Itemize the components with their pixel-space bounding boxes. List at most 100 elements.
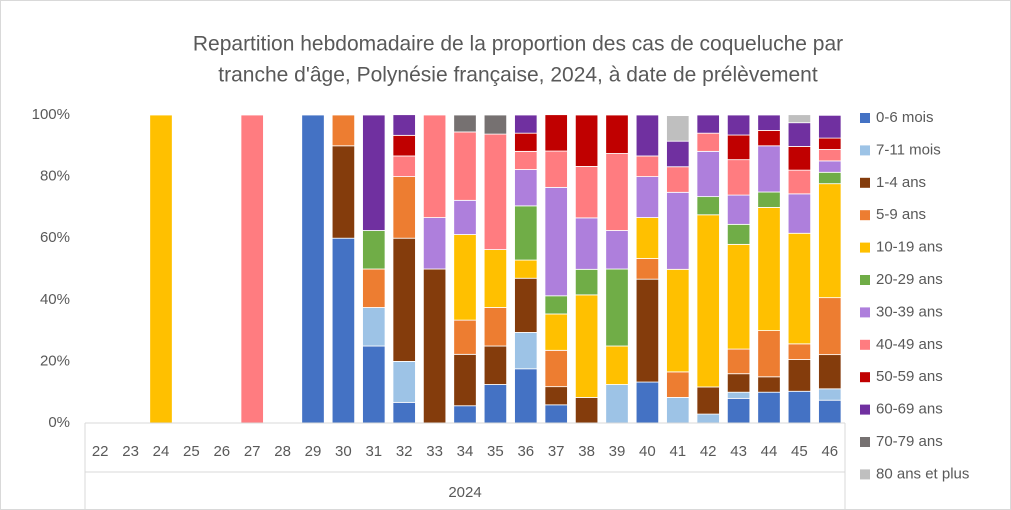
bar-segment <box>726 114 751 136</box>
y-tick-label: 0% <box>48 414 70 431</box>
bar-segment <box>544 186 568 297</box>
legend-label: 20-29 ans <box>876 271 943 288</box>
bar-segment <box>240 114 264 424</box>
bar-segment <box>635 217 660 259</box>
bar-segment <box>514 150 538 170</box>
bar-segment <box>818 171 842 185</box>
bar-segment <box>696 114 720 134</box>
bar-segment <box>149 114 173 424</box>
bar-segment <box>544 404 568 424</box>
x-tick-label: 37 <box>548 443 565 460</box>
bar-segment <box>362 230 386 270</box>
bar-segment <box>605 384 629 424</box>
bar-segment <box>453 405 477 424</box>
x-group-label: 2024 <box>448 484 481 501</box>
bar-segment <box>787 122 812 147</box>
bar-segment <box>514 368 538 424</box>
x-tick-label: 26 <box>213 443 230 460</box>
bar-segment <box>818 388 842 401</box>
x-tick-label: 35 <box>487 443 504 460</box>
bar-segment <box>544 114 568 152</box>
x-tick-label: 42 <box>700 443 717 460</box>
bar-segment <box>635 155 660 178</box>
bar-segment <box>331 145 356 239</box>
bar-segment <box>483 249 508 308</box>
bar-segment <box>514 114 538 134</box>
bar-segment <box>787 169 812 195</box>
bar-segment <box>574 114 599 167</box>
bar-segment <box>726 391 751 399</box>
bar-segment <box>635 278 660 383</box>
bar-segment <box>483 114 508 135</box>
bar-segment <box>757 330 781 378</box>
bar-segment <box>483 384 508 424</box>
x-tick-label: 28 <box>274 443 291 460</box>
bar-segment <box>422 268 447 424</box>
bar-segment <box>726 348 751 375</box>
legend-label: 7-11 mois <box>876 141 941 158</box>
bar-segment <box>666 371 690 398</box>
bar-segment <box>757 129 781 147</box>
bar-segment <box>574 217 599 270</box>
bar-segment <box>514 205 538 261</box>
bar-segment <box>726 397 751 424</box>
bar-segment <box>696 386 720 415</box>
legend-label: 50-59 ans <box>876 368 943 385</box>
x-tick-label: 41 <box>669 443 686 460</box>
bar-segment <box>514 332 538 370</box>
x-tick-label: 29 <box>305 443 322 460</box>
bar-segment <box>787 343 812 360</box>
x-tick-label: 44 <box>761 443 778 460</box>
x-tick-label: 24 <box>153 443 170 460</box>
x-tick-label: 43 <box>730 443 747 460</box>
bar-segment <box>696 214 720 388</box>
x-tick-label: 40 <box>639 443 656 460</box>
bar-segment <box>666 140 690 168</box>
x-tick-label: 27 <box>244 443 261 460</box>
legend-swatch <box>860 469 870 480</box>
legend-swatch <box>860 307 870 318</box>
bar-segment <box>818 137 842 150</box>
bar-segment <box>726 373 751 393</box>
x-tick-label: 33 <box>426 443 443 460</box>
bar-segment <box>605 345 629 385</box>
bar-segment <box>362 345 386 424</box>
bar-segment <box>757 206 781 331</box>
bar-segment <box>605 153 629 231</box>
bar-segment <box>392 155 416 178</box>
legend-swatch <box>860 210 870 221</box>
x-tick-label: 38 <box>578 443 595 460</box>
bar-segment <box>726 223 751 245</box>
bar-segment <box>453 114 477 133</box>
legend-label: 40-49 ans <box>876 336 943 353</box>
bar-segment <box>666 166 690 193</box>
bar-segment <box>514 132 538 152</box>
bar-segment <box>574 166 599 219</box>
bar-segment <box>392 134 416 157</box>
bar-segment <box>757 114 781 131</box>
legend-swatch <box>860 372 870 383</box>
bar-segment <box>483 133 508 250</box>
bar-segment <box>757 376 781 393</box>
y-tick-label: 20% <box>40 352 70 369</box>
bar-segment <box>757 391 781 424</box>
bar-segment <box>787 390 812 424</box>
bar-segment <box>392 114 416 136</box>
legend-label: 30-39 ans <box>876 303 943 320</box>
bar-segment <box>696 196 720 216</box>
bar-segment <box>544 150 568 188</box>
bar-segment <box>635 381 660 424</box>
legend-swatch <box>860 339 870 350</box>
bar-segment <box>331 114 356 147</box>
bar-segment <box>635 114 660 157</box>
bar-segment <box>787 359 812 392</box>
bar-segment <box>544 295 568 315</box>
bar-segment <box>757 145 781 193</box>
legend-label: 60-69 ans <box>876 401 943 418</box>
bar-segment <box>301 114 325 424</box>
bar-segment <box>666 191 690 270</box>
x-tick-label: 23 <box>122 443 139 460</box>
bar-segment <box>544 349 568 388</box>
bar-segment <box>666 268 690 373</box>
